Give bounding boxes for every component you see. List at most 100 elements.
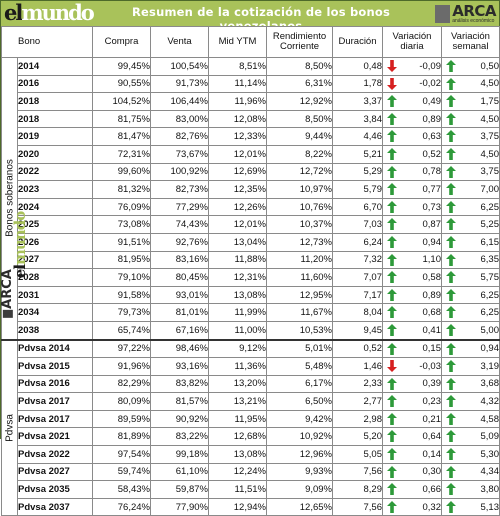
duracion-value: 7,07 [332,268,383,287]
arrow-up-icon [446,235,456,248]
variacion-semanal-value: 0,50 [441,57,500,76]
variacion-semanal-value: 0,94 [441,338,500,359]
variacion-diaria-value: 0,15 [382,338,442,359]
rendimiento-value: 9,93% [266,462,333,482]
duracion-value: 5,79 [332,180,383,199]
arrow-up-icon [446,77,456,90]
venta-value: 80,45% [150,268,209,287]
arrow-up-icon [446,165,456,178]
arrow-up-icon [446,430,456,443]
bond-name: 2014 [17,57,93,76]
compra-value: 97,22% [92,338,151,359]
table-row: Pdvsa 2022 97,54% 99,18% 13,08% 12,96% 5,05 0,… [2,445,500,464]
arrow-up-icon [387,448,397,461]
bond-name: 2038 [17,320,93,341]
mid-ytm-value: 11,99% [208,303,267,322]
rendimiento-value: 9,44% [266,127,333,146]
variacion-semanal-value: 7,00 [441,180,500,199]
compra-value: 81,32% [92,180,151,199]
compra-value: 65,74% [92,320,151,341]
mid-ytm-value: 12,01% [208,144,267,164]
table-row: 2022 99,60% 100,92% 12,69% 12,72% 5,29 0,78 3,7… [2,162,500,182]
variacion-diaria-value: 0,49 [382,92,442,111]
rendimiento-value: 12,73% [266,232,333,252]
bond-name: 2016 [17,74,93,94]
table-row: 2019 81,47% 82,76% 12,33% 9,44% 4,46 0,63 3,75 [2,127,500,146]
compra-value: 76,24% [92,497,151,516]
arrow-up-icon [446,395,456,408]
compra-value: 81,47% [92,127,151,146]
bond-name: 2025 [17,215,93,234]
compra-value: 99,60% [92,162,151,182]
variacion-semanal-value: 3,19 [441,357,500,376]
arrow-up-icon [387,235,397,248]
table-row: Pdvsa 2035 58,43% 59,87% 11,51% 9,09% 8,29 0,6… [2,480,500,499]
variacion-semanal-value: 6,15 [441,232,500,252]
variacion-diaria-value: 0,68 [382,303,442,322]
arrow-up-icon [446,218,456,231]
variacion-semanal-value: 6,25 [441,303,500,322]
variacion-diaria-value: 0,77 [382,180,442,199]
compra-value: 80,09% [92,392,151,411]
bond-name: Pdvsa 2022 [17,445,93,464]
table-row: 2025 73,08% 74,43% 12,01% 10,37% 7,03 0,87 5,25 [2,215,500,234]
bond-table: Bono Compra Venta Mid YTM Rendimiento Co… [1,26,500,516]
arrow-up-icon [387,288,397,301]
variacion-diaria-value: 0,64 [382,427,442,447]
arrow-up-icon [387,395,397,408]
bond-name: Pdvsa 2037 [17,497,93,516]
venta-value: 100,54% [150,57,209,76]
rendimiento-value: 8,50% [266,109,333,129]
arrow-up-icon [446,483,456,496]
variacion-diaria-value: 0,23 [382,392,442,411]
compra-value: 89,59% [92,409,151,429]
variacion-semanal-value: 3,68 [441,374,500,394]
mid-ytm-value: 13,08% [208,285,267,305]
mid-ytm-value: 8,51% [208,57,267,76]
compra-value: 90,55% [92,74,151,94]
venta-value: 82,76% [150,127,209,146]
arrow-up-icon [387,500,397,513]
arrow-down-icon [387,77,397,90]
venta-value: 82,73% [150,180,209,199]
rendimiento-value: 10,53% [266,320,333,341]
table-header-row: Bono Compra Venta Mid YTM Rendimiento Co… [1,26,500,58]
variacion-diaria-value: 0,52 [382,144,442,164]
bond-name: 2034 [17,303,93,322]
variacion-diaria-value: 0,58 [382,268,442,287]
table-row: 2023 81,32% 82,73% 12,35% 10,97% 5,79 0,77 7,00 [2,180,500,199]
arrow-down-icon [387,60,397,72]
venta-value: 73,67% [150,144,209,164]
mid-ytm-value: 11,96% [208,92,267,111]
variacion-semanal-value: 6,25 [441,197,500,217]
arrow-up-icon [446,465,456,478]
duracion-value: 2,77 [332,392,383,411]
rendimiento-value: 12,92% [266,92,333,111]
mid-ytm-value: 12,31% [208,268,267,287]
variacion-diaria-value: 1,10 [382,250,442,270]
arrow-up-icon [446,130,456,143]
col-header-bono: Bono [1,26,93,58]
compra-value: 58,43% [92,480,151,499]
arrow-up-icon [387,112,397,125]
duracion-value: 5,20 [332,427,383,447]
mid-ytm-value: 12,24% [208,462,267,482]
arrow-up-icon [387,342,397,355]
mid-ytm-value: 12,33% [208,127,267,146]
duracion-value: 7,17 [332,285,383,305]
rendimiento-value: 11,20% [266,250,333,270]
variacion-semanal-value: 4,50 [441,109,500,129]
table-row: 2038 65,74% 67,16% 11,00% 10,53% 9,45 0,41 5,00 [2,320,500,341]
mid-ytm-value: 12,26% [208,197,267,217]
variacion-diaria-value: 0,30 [382,462,442,482]
compra-value: 104,52% [92,92,151,111]
arrow-up-icon [387,483,397,496]
venta-value: 100,92% [150,162,209,182]
variacion-diaria-value: 0,89 [382,285,442,305]
variacion-semanal-value: 6,25 [441,285,500,305]
bond-name: Pdvsa 2014 [17,338,93,359]
duracion-value: 4,46 [332,127,383,146]
mid-ytm-value: 13,08% [208,445,267,464]
arrow-up-icon [387,95,397,108]
rendimiento-value: 12,65% [266,497,333,516]
